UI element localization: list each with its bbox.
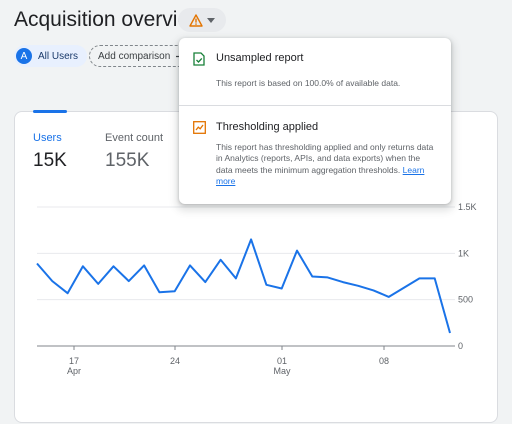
data-quality-button[interactable] <box>178 8 226 32</box>
y-tick-label: 0 <box>458 341 463 351</box>
popover-text-thresholding: This report has thresholding applied and… <box>216 142 434 187</box>
x-tick-label: 01 <box>277 356 287 366</box>
segment-chip-all-users[interactable]: A All Users <box>14 45 88 67</box>
metric-tab-users[interactable]: Users <box>33 132 62 144</box>
add-comparison-label: Add comparison <box>98 50 171 62</box>
data-quality-popover: Unsampled report This report is based on… <box>179 38 451 204</box>
caret-down-icon <box>207 17 215 23</box>
active-tab-indicator <box>33 110 67 113</box>
popover-text-unsampled: This report is based on 100.0% of availa… <box>216 78 401 88</box>
trend-chart-warning-icon <box>193 121 206 134</box>
warning-triangle-icon <box>189 13 203 27</box>
segment-label: All Users <box>38 50 79 62</box>
y-tick-label: 1K <box>458 248 469 258</box>
y-tick-label: 500 <box>458 295 473 305</box>
check-document-icon <box>193 52 205 66</box>
metric-value-users: 15K <box>33 150 67 171</box>
y-tick-label: 1.5K <box>458 202 477 212</box>
x-tick-label: 08 <box>379 356 389 366</box>
x-tick-label: 17 <box>69 356 79 366</box>
segment-avatar: A <box>16 48 32 64</box>
popover-text-thresholding-body: This report has thresholding applied and… <box>216 142 434 175</box>
metric-value-event-count: 155K <box>105 150 150 171</box>
users-series-line <box>36 238 451 334</box>
page-title: Acquisition overview <box>14 8 205 31</box>
x-tick-label: 24 <box>170 356 180 366</box>
metric-tab-event-count[interactable]: Event count <box>105 132 164 144</box>
popover-title-unsampled: Unsampled report <box>216 52 304 64</box>
popover-title-thresholding: Thresholding applied <box>216 121 319 133</box>
popover-divider <box>179 105 451 106</box>
x-tick-month-label: May <box>273 366 291 376</box>
x-tick-month-label: Apr <box>67 366 81 376</box>
learn-more-link[interactable]: Learn more <box>216 164 425 186</box>
